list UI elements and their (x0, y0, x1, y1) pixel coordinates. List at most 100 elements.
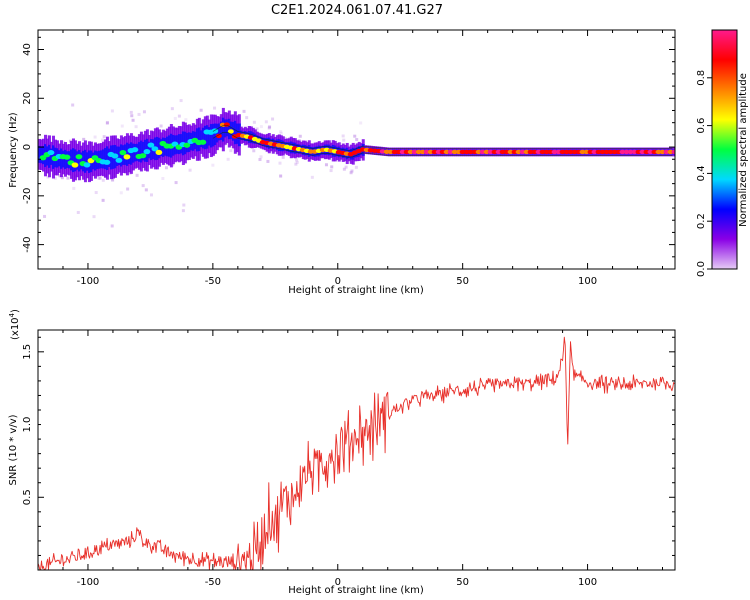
heatmap-speck (71, 103, 75, 107)
heatmap-band-inner (85, 152, 89, 171)
heatmap-band-inner (217, 123, 221, 141)
heatmap-band-inner (199, 130, 203, 148)
heatmap-speck (93, 135, 97, 139)
heatmap-band-inner (125, 142, 129, 166)
heatmap-speck (188, 168, 192, 172)
heatmap-speck (310, 175, 314, 179)
heatmap-core-cell (227, 129, 234, 134)
heatmap-speck (242, 109, 246, 113)
heatmap-core-cell (199, 139, 207, 145)
heatmap-speck (342, 138, 346, 142)
heatmap-band-inner (73, 149, 77, 172)
spectrogram-ytick-label: 20 (22, 92, 33, 105)
heatmap-band-inner (117, 146, 121, 166)
heatmap-speck (119, 191, 123, 195)
heatmap-speck (229, 149, 233, 153)
heatmap-core-cell (671, 149, 675, 155)
snr-ytick-label: 1.0 (22, 417, 33, 433)
heatmap-speck (359, 121, 363, 125)
heatmap-speck (97, 176, 101, 180)
heatmap-speck (43, 214, 47, 218)
colorbar: 0.0 0.2 0.4 0.6 0.8 Normalized spectral ampl… (696, 29, 749, 277)
colorbar-tick-label: 0.2 (696, 213, 707, 229)
heatmap-speck (252, 149, 256, 153)
ridge-contour-upper (212, 125, 673, 151)
heatmap-speck (298, 134, 302, 138)
heatmap-speck (174, 181, 178, 185)
heatmap-band-inner (149, 139, 153, 161)
heatmap-speck (182, 203, 186, 207)
heatmap-band-inner (207, 127, 211, 146)
heatmap-speck (259, 155, 263, 159)
heatmap-speck (110, 109, 114, 113)
heatmap-band-inner (69, 149, 73, 171)
heatmap-band-inner (197, 127, 201, 152)
snr-xtick-label: 50 (456, 577, 469, 588)
heatmap-speck (226, 157, 230, 161)
heatmap-speck (199, 108, 203, 112)
heatmap-speck (173, 116, 177, 120)
heatmap-speck (46, 175, 50, 179)
heatmap-band-inner (219, 121, 223, 140)
spectrogram-xlabel: Height of straight line (km) (288, 285, 424, 296)
heatmap-band-inner (67, 151, 71, 169)
heatmap-speck (324, 163, 328, 167)
heatmap-core-cell (75, 154, 83, 160)
heatmap-speck (349, 171, 353, 175)
snr-ytick-label: 1.5 (22, 344, 33, 360)
heatmap-speck (341, 134, 345, 138)
heatmap-speck (181, 209, 185, 213)
heatmap-speck (105, 121, 109, 125)
heatmap-band-inner (203, 125, 207, 150)
heatmap-band-inner (227, 118, 231, 140)
heatmap-speck (294, 162, 298, 166)
snr-xlabel: Height of straight line (km) (288, 585, 424, 596)
heatmap-core-cell (147, 142, 155, 148)
heatmap-core-cell (155, 149, 163, 156)
spectrogram-axes: -100 -50 0 50 100 -40 -20 0 20 40 (22, 30, 675, 287)
ridge-contour-lower (212, 131, 673, 158)
heatmap-core-cell (71, 162, 79, 168)
heatmap-speck (92, 215, 96, 219)
heatmap-core-cell (83, 162, 91, 168)
heatmap-speck (330, 165, 334, 169)
snr-ytick-label: 0.5 (22, 489, 33, 505)
colorbar-tick-label: 0.4 (696, 165, 707, 181)
heatmap-core-cell (63, 154, 71, 160)
heatmap-band-inner (161, 137, 165, 157)
heatmap-band-inner (41, 146, 45, 165)
heatmap-speck (161, 177, 165, 181)
snr-frame (37, 329, 676, 571)
heatmap-speck (295, 158, 299, 162)
heatmap-speck (141, 184, 145, 188)
heatmap-speck (159, 124, 163, 128)
heatmap-band-inner (177, 134, 181, 155)
snr-scale-label: (x104) (8, 309, 21, 340)
heatmap-band-inner (201, 127, 205, 149)
heatmap-band-inner (109, 145, 113, 170)
heatmap-speck (350, 169, 354, 173)
heatmap-speck (283, 137, 287, 141)
heatmap-speck (355, 138, 359, 142)
spectrogram-ytick-label: -20 (22, 188, 33, 204)
heatmap-core-cell (183, 142, 191, 148)
spectrogram-xtick-label: 0 (335, 276, 341, 287)
heatmap-band-inner (185, 132, 189, 153)
colorbar-label: Normalized spectral amplitude (738, 73, 749, 227)
heatmap-speck (61, 140, 65, 144)
heatmap-speck (120, 124, 124, 128)
heatmap-speck (342, 167, 346, 171)
heatmap-band-inner (79, 152, 83, 170)
heatmap-speck (344, 165, 348, 169)
heatmap-band-inner (223, 119, 227, 138)
heatmap-speck (53, 176, 57, 180)
heatmap-band-inner (49, 148, 53, 165)
heatmap-speck (179, 99, 183, 103)
heatmap-band-inner (137, 142, 141, 162)
heatmap-band-inner (225, 119, 229, 137)
heatmap-speck (105, 120, 109, 124)
heatmap-speck (268, 125, 272, 129)
spectrogram-frame (37, 29, 676, 270)
heatmap-speck (329, 169, 333, 173)
